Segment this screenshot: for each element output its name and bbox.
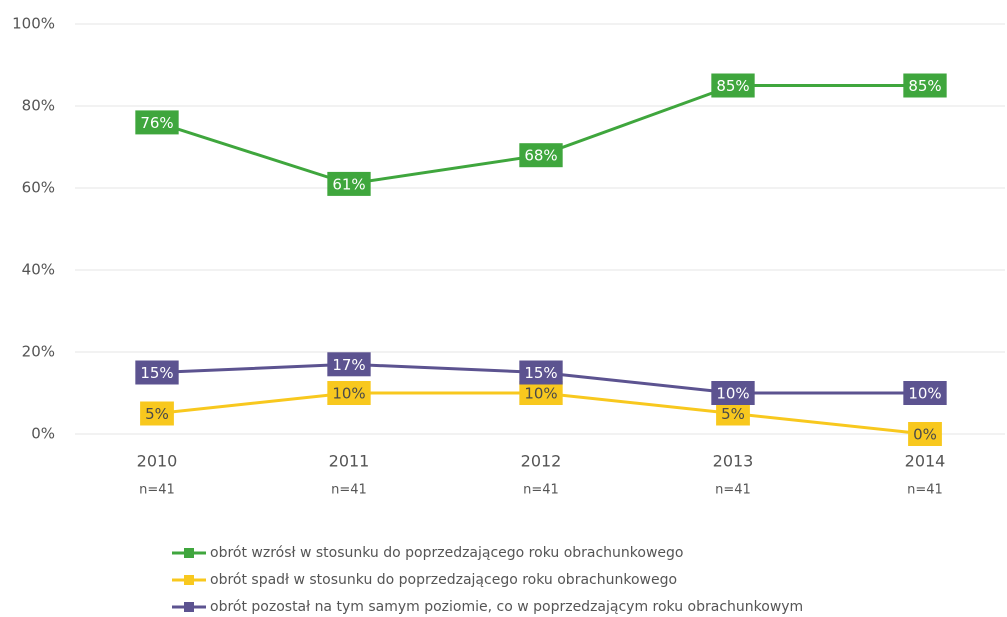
data-label-text: 10% bbox=[524, 385, 557, 403]
data-label-text: 17% bbox=[332, 356, 365, 374]
x-tick-note: n=41 bbox=[907, 483, 943, 498]
data-label: 5% bbox=[140, 401, 174, 426]
data-label-box bbox=[519, 143, 563, 168]
x-tick-note: n=41 bbox=[331, 483, 367, 498]
series-line bbox=[156, 84, 925, 186]
data-label-box bbox=[140, 401, 174, 426]
x-tick-note: n=41 bbox=[715, 483, 751, 498]
data-label-text: 76% bbox=[140, 114, 173, 132]
data-label: 17% bbox=[327, 352, 371, 377]
data-label: 61% bbox=[327, 171, 371, 196]
y-tick-label: 40% bbox=[22, 261, 55, 279]
data-label-box bbox=[716, 401, 750, 426]
data-label: 15% bbox=[519, 360, 563, 385]
data-label-text: 15% bbox=[524, 364, 557, 382]
data-label: 10% bbox=[711, 381, 755, 405]
data-label-text: 0% bbox=[913, 426, 937, 444]
data-label-text: 85% bbox=[716, 77, 749, 95]
data-label-box bbox=[711, 73, 755, 98]
y-tick-label: 60% bbox=[22, 179, 55, 197]
data-label: 10% bbox=[327, 381, 371, 405]
data-label-box bbox=[519, 360, 563, 385]
data-label-text: 10% bbox=[908, 385, 941, 403]
data-label-text: 61% bbox=[332, 175, 365, 193]
data-label-box bbox=[519, 381, 563, 405]
data-label-text: 15% bbox=[140, 364, 173, 382]
legend-swatch-marker bbox=[184, 575, 194, 585]
data-label: 85% bbox=[711, 73, 755, 98]
legend-label: obrót pozostał na tym samym poziomie, co… bbox=[210, 599, 803, 615]
data-label-text: 5% bbox=[721, 405, 745, 423]
data-label-text: 10% bbox=[716, 385, 749, 403]
x-tick-label: 2014 bbox=[905, 452, 946, 471]
data-label-text: 68% bbox=[524, 147, 557, 165]
x-tick-label: 2010 bbox=[137, 452, 178, 471]
data-label-box bbox=[903, 73, 947, 98]
data-label-box bbox=[908, 422, 942, 446]
data-label: 10% bbox=[903, 381, 947, 405]
data-label-box bbox=[135, 360, 179, 385]
y-tick-label: 100% bbox=[12, 15, 55, 33]
legend-label: obrót wzrósł w stosunku do poprzedzające… bbox=[210, 545, 684, 561]
data-label: 10% bbox=[519, 381, 563, 405]
data-label: 15% bbox=[135, 360, 179, 385]
x-tick-label: 2012 bbox=[521, 452, 562, 471]
data-label-box bbox=[135, 110, 179, 135]
data-label-text: 85% bbox=[908, 77, 941, 95]
legend-swatch-marker bbox=[184, 548, 194, 558]
y-tick-label: 80% bbox=[22, 97, 55, 115]
data-label-text: 10% bbox=[332, 385, 365, 403]
data-label-box bbox=[711, 381, 755, 405]
x-tick-note: n=41 bbox=[139, 483, 175, 498]
x-tick-label: 2011 bbox=[329, 452, 370, 471]
x-tick-note: n=41 bbox=[523, 483, 559, 498]
data-label-text: 5% bbox=[145, 405, 169, 423]
data-label: 68% bbox=[519, 143, 563, 168]
data-label-box bbox=[903, 381, 947, 405]
data-label-box bbox=[327, 352, 371, 377]
legend-label: obrót spadł w stosunku do poprzedzająceg… bbox=[210, 572, 677, 588]
y-tick-label: 20% bbox=[22, 343, 55, 361]
data-label-box bbox=[327, 381, 371, 405]
x-tick-label: 2013 bbox=[713, 452, 754, 471]
data-label: 0% bbox=[908, 422, 942, 446]
legend-swatch-marker bbox=[184, 602, 194, 612]
data-label: 76% bbox=[135, 110, 179, 135]
data-label: 85% bbox=[903, 73, 947, 98]
y-tick-label: 0% bbox=[31, 425, 55, 443]
data-label-box bbox=[327, 171, 371, 196]
data-label: 5% bbox=[716, 401, 750, 426]
